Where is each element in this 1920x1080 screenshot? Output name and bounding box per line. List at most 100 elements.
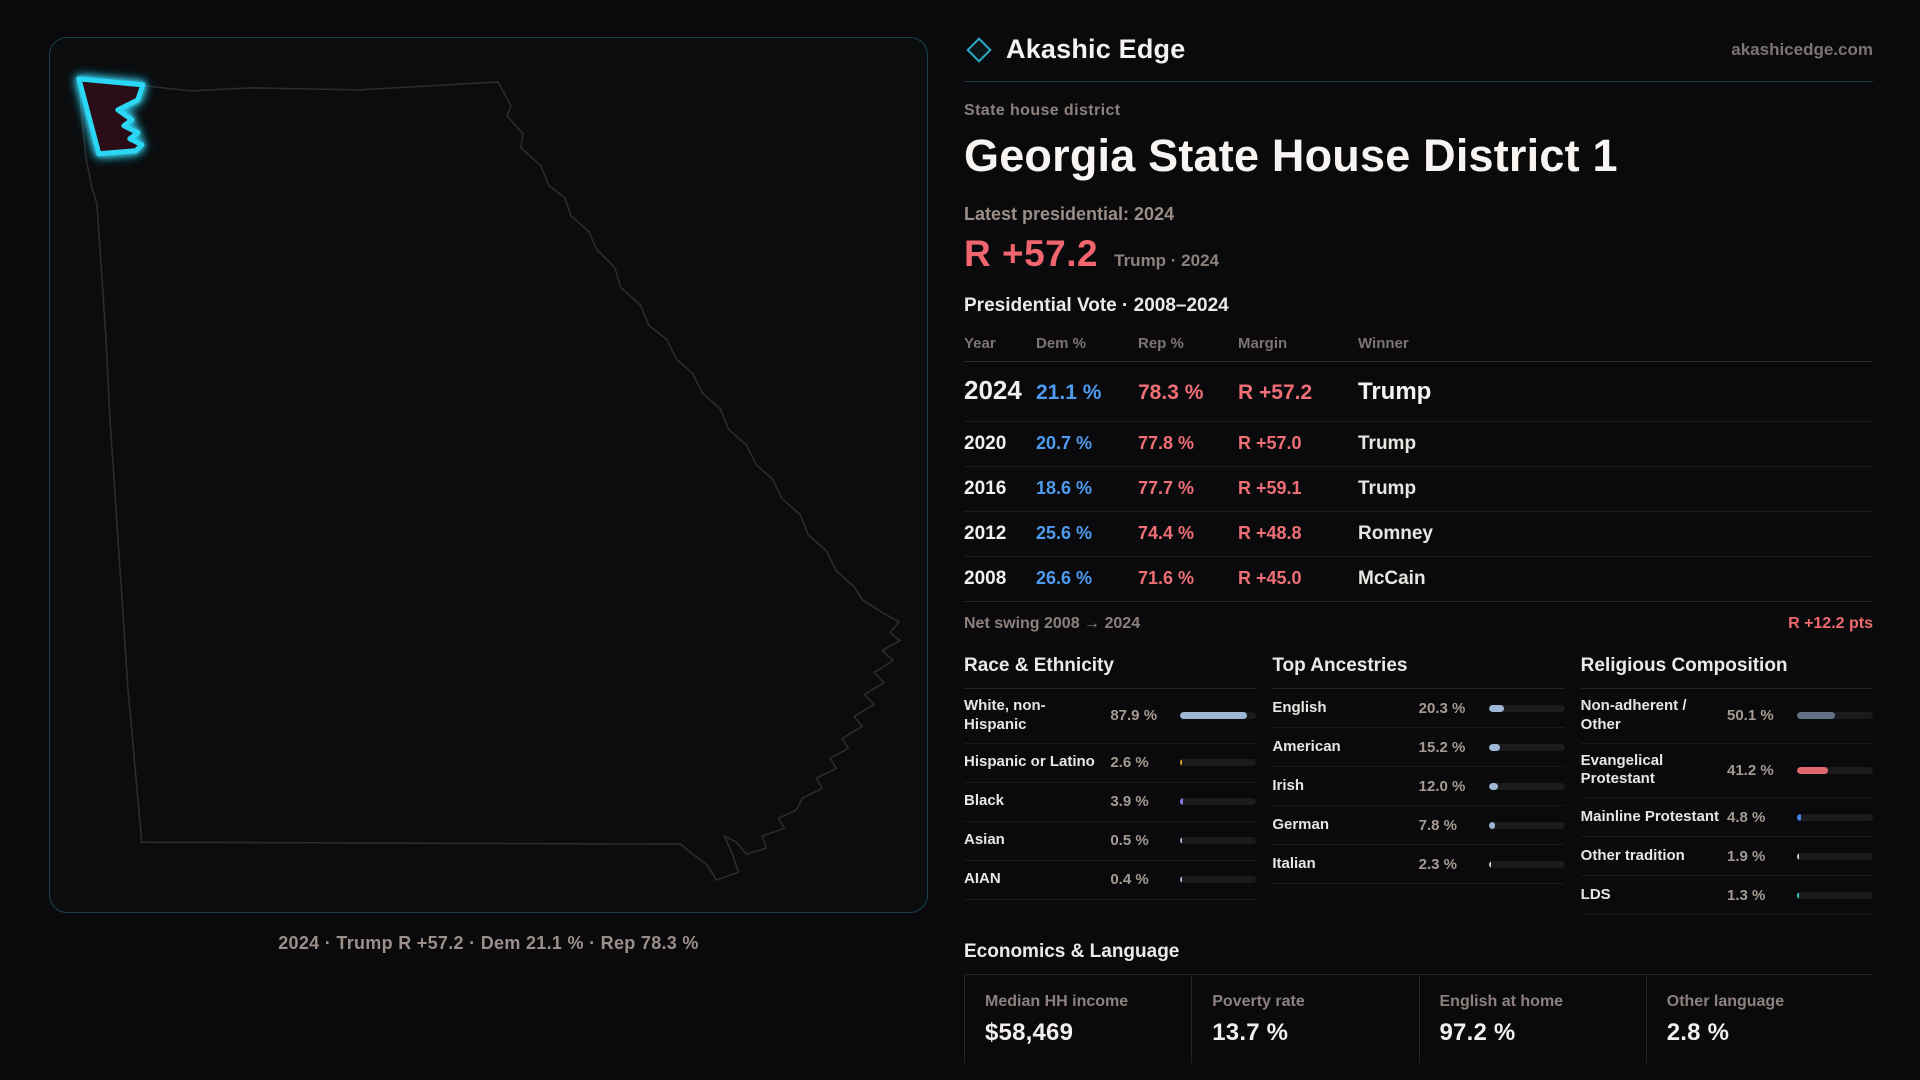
stat-bar-fill [1488, 704, 1505, 712]
map-caption: 2024 · Trump R +57.2 · Dem 21.1 % · Rep … [278, 933, 699, 953]
stat-bar-fill [1488, 821, 1495, 829]
stat-label: AIAN [964, 870, 1001, 888]
year-cell: 2020 [964, 433, 1007, 454]
stat-bar-fill [1180, 837, 1183, 844]
stat-label: Other language [1666, 993, 1785, 1010]
stat-value: 50.1 % [1727, 707, 1774, 725]
stat-value: 1.3 % [1727, 886, 1766, 904]
demographic-section: Top Ancestries English 20.3 % American 15.2 … [1272, 655, 1565, 915]
georgia-map [76, 76, 901, 881]
stat-bar-track [1488, 782, 1565, 790]
winner-cell: Romney [1358, 523, 1433, 544]
winner-cell: Trump [1358, 378, 1873, 406]
margin-cell: R +57.2 [1238, 381, 1313, 404]
stat-value: 2.3 % [1418, 855, 1458, 873]
table-row: 2024 21.1 % 78.3 % R +57.2 Trump [964, 362, 1873, 422]
stat-value: 2.8 % [1666, 1019, 1730, 1046]
dem-pct-cell: 21.1 % [1036, 381, 1102, 404]
section-title: Top Ancestries [1272, 655, 1565, 689]
economic-stat: Poverty rate 13.7 % [1191, 975, 1418, 1063]
stat-row: Irish 12.0 % [1272, 767, 1565, 806]
stat-bar-track [1797, 712, 1873, 720]
stat-label: Hispanic or Latino [964, 753, 1095, 771]
stat-row: LDS 1.3 % [1580, 876, 1873, 915]
column-header: Dem % [1036, 335, 1087, 352]
stat-label: Italian [1272, 854, 1316, 872]
stat-bar-track [1180, 837, 1257, 844]
table-row: 2008 26.6 % 71.6 % R +45.0 McCain [964, 557, 1873, 602]
dem-pct-cell: 25.6 % [1036, 523, 1093, 543]
stat-bar-fill [1797, 813, 1801, 821]
brand: Akashic Edge [964, 34, 1185, 65]
stat-bar-fill [1180, 798, 1184, 805]
stat-bar-fill [1797, 852, 1799, 860]
stat-value: 13.7 % [1212, 1019, 1289, 1046]
stat-label: White, non-Hispanic [964, 697, 1046, 733]
stat-value: 97.2 % [1439, 1019, 1516, 1046]
net-swing-label: Net swing 2008 → 2024 [964, 615, 1141, 632]
brand-site-link[interactable]: akashicedge.com [1731, 39, 1873, 59]
stat-label: American [1272, 737, 1341, 755]
economic-stat: English at home 97.2 % [1418, 975, 1646, 1063]
stat-value: 15.2 % [1418, 738, 1466, 756]
winner-cell: Trump [1358, 433, 1417, 454]
stat-label: Mainline Protestant [1580, 807, 1720, 825]
map-panel [49, 37, 928, 913]
stat-bar-track [1488, 704, 1565, 712]
stat-label: Other tradition [1580, 846, 1685, 864]
stat-value: 12.0 % [1418, 777, 1466, 795]
stat-row: Non-adherent / Other 50.1 % [1580, 689, 1873, 744]
stat-bar-fill [1797, 766, 1829, 774]
stat-value: 0.5 % [1110, 832, 1149, 849]
stat-bar-track [1797, 891, 1873, 899]
headline-margin-block: R +57.2 Trump · 2024 [964, 233, 1873, 275]
diamond-logo-icon [966, 36, 992, 63]
stat-bar-track [1797, 852, 1873, 860]
stat-bar-track [1180, 712, 1257, 720]
stat-bar-track [1180, 876, 1257, 883]
stat-bar-track [1488, 743, 1565, 751]
stat-label: Non-adherent / Other [1580, 697, 1687, 733]
stat-bar-track [1797, 813, 1873, 821]
column-header: Winner [1358, 335, 1409, 352]
stat-row: Evangelical Protestant 41.2 % [1580, 744, 1873, 798]
winner-cell: Trump [1358, 478, 1417, 499]
stat-bar-fill [1797, 891, 1799, 899]
rep-pct-cell: 77.7 % [1138, 478, 1195, 498]
stat-label: Median HH income [985, 993, 1129, 1010]
eyebrow-label: State house district [964, 102, 1121, 119]
stat-row: Hispanic or Latino 2.6 % [964, 744, 1257, 783]
year-cell: 2024 [964, 375, 1022, 405]
stat-bar-track [1180, 798, 1257, 805]
stat-bar-fill [1488, 743, 1501, 751]
margin-cell: R +45.0 [1238, 568, 1302, 588]
year-cell: 2008 [964, 568, 1007, 589]
stat-value: 20.3 % [1418, 699, 1466, 717]
vote-table: Year Dem % Rep % Margin Winner 2024 21.1 % 78.3… [964, 327, 1873, 602]
headline-margin-value: R +57.2 [964, 233, 1099, 274]
stat-row: White, non-Hispanic 87.9 % [964, 689, 1257, 744]
map-column: 2024 · Trump R +57.2 · Dem 21.1 % · Rep … [49, 37, 928, 954]
stat-row: Asian 0.5 % [964, 822, 1257, 861]
stat-value: $58,469 [985, 1019, 1074, 1046]
content-column: Akashic Edge akashicedge.com State house… [964, 0, 1873, 1080]
rep-pct-cell: 74.4 % [1138, 523, 1195, 543]
vote-table-title: Presidential Vote · 2008–2024 [964, 295, 1229, 316]
stat-label: English [1272, 698, 1327, 716]
stat-bar-track [1488, 860, 1565, 868]
stat-row: American 15.2 % [1272, 728, 1565, 767]
stat-bar-fill [1180, 876, 1183, 883]
district-1-shape[interactable] [76, 76, 146, 157]
stat-label: Black [964, 792, 1005, 810]
demographics-grid: Race & Ethnicity White, non-Hispanic 87.9 … [964, 655, 1873, 915]
stat-bar-track [1488, 821, 1565, 829]
stat-value: 87.9 % [1110, 707, 1158, 725]
net-swing-value: R +12.2 pts [1788, 615, 1873, 632]
table-row: 2020 20.7 % 77.8 % R +57.0 Trump [964, 422, 1873, 467]
stat-label: German [1272, 815, 1330, 833]
economics-title: Economics & Language [964, 941, 1873, 975]
stat-value: 4.8 % [1727, 808, 1766, 826]
stat-label: Poverty rate [1212, 993, 1305, 1010]
stat-row: English 20.3 % [1272, 689, 1565, 728]
